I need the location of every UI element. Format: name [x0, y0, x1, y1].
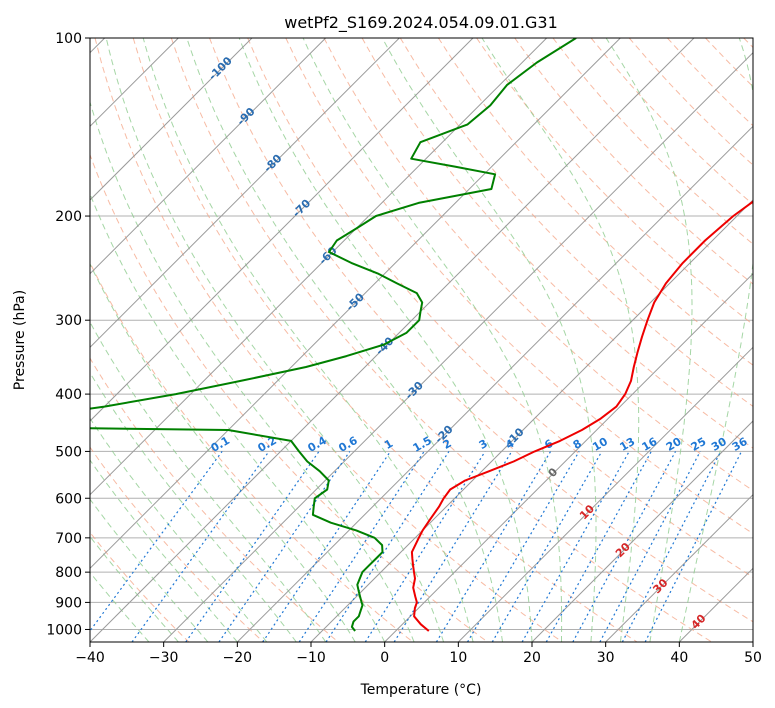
x-tick-label: 40: [670, 650, 688, 666]
dry-adiabat: [476, 38, 753, 326]
dry-adiabat: [132, 38, 638, 642]
y-tick-label: 100: [55, 31, 82, 47]
dry-adiabat: [247, 38, 753, 578]
isotherm: [457, 346, 753, 642]
x-tick-label: −20: [223, 650, 253, 666]
isotherm: [90, 38, 327, 275]
x-tick-label: −30: [149, 650, 179, 666]
mixing-ratio-line: [572, 451, 677, 642]
isotherm: [605, 493, 753, 642]
isotherm: [90, 38, 400, 349]
plot-background: [90, 38, 753, 642]
mixing-ratio-line: [185, 451, 320, 642]
mixing-ratio-line: [466, 451, 580, 642]
isotherm: [310, 199, 753, 642]
isotherm: [90, 38, 253, 201]
y-tick-label: 300: [55, 313, 82, 329]
y-tick-label: 500: [55, 444, 82, 460]
isotherm: [163, 51, 753, 642]
moist-adiabat: [90, 417, 268, 642]
dry-adiabat: [170, 38, 712, 642]
moist-adiabat: [90, 371, 297, 642]
dry-adiabat: [90, 446, 264, 642]
dry-adiabat: [323, 38, 753, 492]
mixing-ratio-line: [644, 451, 743, 642]
dry-adiabat: [90, 153, 488, 642]
isotherm: [236, 125, 753, 642]
moist-adiabat: [90, 321, 327, 642]
moist-adiabat: [142, 38, 474, 642]
mixing-ratio-line: [131, 451, 270, 642]
x-tick-label: 50: [744, 650, 762, 666]
x-tick-label: −10: [296, 650, 326, 666]
sounding-profiles: [90, 38, 753, 632]
moist-adiabat: [90, 459, 238, 642]
chart-title: wetPf2_S169.2024.054.09.01.G31: [284, 13, 558, 33]
x-axis-title: Temperature (°C): [360, 682, 482, 698]
isotherm: [90, 38, 621, 570]
isotherm: [531, 420, 753, 642]
dry-adiabat: [94, 38, 563, 642]
moist-adiabat: [302, 38, 563, 642]
x-tick-label: 0: [380, 650, 389, 666]
mixing-ratio-line: [218, 451, 351, 642]
y-tick-label: 1000: [46, 622, 82, 638]
x-tick-label: 20: [523, 650, 541, 666]
mixing-ratio-line: [545, 451, 652, 642]
axes: −40 −30 −20 −10 0 10 20 30 40 50 100 200 300 400 500 60…: [46, 31, 762, 666]
isotherm: [90, 38, 548, 496]
y-tick-label: 200: [55, 209, 82, 225]
y-tick-label: 700: [55, 531, 82, 547]
isotherm: [90, 38, 474, 422]
mixing-ratio-line: [262, 451, 391, 642]
moist-adiabat: [90, 498, 209, 642]
moist-adiabat: [381, 38, 597, 642]
dry-adiabat: [437, 38, 753, 366]
mixing-ratio-line: [435, 451, 552, 642]
y-tick-label: 600: [55, 491, 82, 507]
isotherm: [752, 641, 753, 642]
moist-adiabat: [678, 38, 753, 642]
mixing-ratio-line: [621, 451, 722, 642]
moist-adiabat: [481, 38, 640, 642]
plot-frame: [89, 37, 754, 643]
mixing-ratio-line: [521, 451, 630, 642]
y-tick-label: 900: [55, 595, 82, 611]
moist-adiabat: [186, 38, 503, 642]
moist-adiabat: [105, 38, 445, 642]
dewpoint-profile: [90, 38, 577, 632]
x-tick-label: −40: [75, 650, 105, 666]
y-axis-title: Pressure (hPa): [12, 290, 28, 390]
moist-adiabat: [90, 571, 150, 642]
moist-adiabat: [90, 262, 356, 642]
moist-adiabat: [605, 38, 693, 642]
isotherm: [384, 272, 753, 642]
moist-adiabat: [90, 535, 179, 642]
dry-adiabat: [209, 38, 753, 623]
x-tick-label: 10: [449, 650, 467, 666]
moist-adiabat: [90, 192, 386, 642]
mixing-ratio-line: [599, 451, 701, 642]
mixing-ratio-line: [491, 451, 603, 642]
temperature-profile: [410, 200, 753, 632]
mixing-ratio-line: [393, 451, 513, 642]
y-tick-label: 800: [55, 565, 82, 581]
x-tick-label: 30: [597, 650, 615, 666]
background-lines: [90, 38, 753, 642]
y-tick-label: 400: [55, 387, 82, 403]
moist-adiabat: [238, 38, 533, 642]
